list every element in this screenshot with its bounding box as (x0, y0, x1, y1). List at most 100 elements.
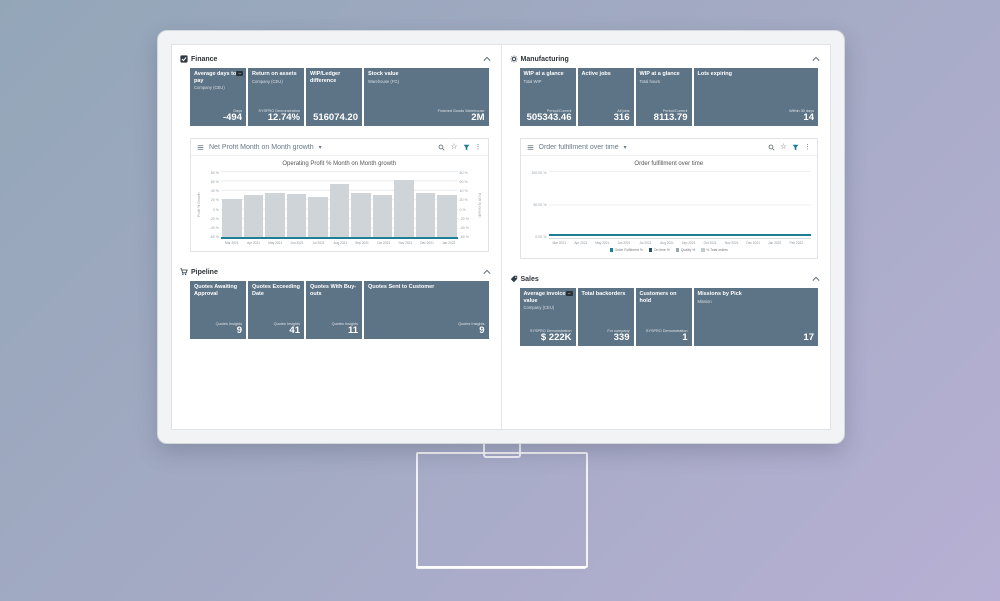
finance-tiles: Average days to pay – Company (CEU) Days… (190, 68, 489, 126)
legend-item: % Total orders (701, 248, 728, 252)
legend-item: Quality % (675, 248, 696, 252)
chart-card-title[interactable]: Net Profit Month on Month growth (209, 143, 314, 151)
y-tick-label: 50.00 % (533, 203, 547, 207)
minimize-badge[interactable]: – (236, 71, 243, 76)
kpi-tile-quotes-exceeding-date[interactable]: Quotes Exceeding Date Quotes Insights 41 (248, 281, 304, 339)
tile-title: WIP at a glance (639, 71, 680, 77)
filter-icon[interactable] (792, 144, 799, 151)
x-tick-label: Oct 2021 (377, 241, 391, 245)
manufacturing-section-header: Manufacturing (509, 53, 821, 65)
y-tick-label: -60 % (209, 234, 219, 239)
x-tick-label: Sep 2021 (681, 241, 696, 245)
manufacturing-gear-icon (509, 55, 518, 63)
order-fulfilment-series-line (548, 234, 811, 236)
tile-value: -494 (222, 111, 242, 123)
bar (415, 193, 435, 237)
y-tick-label: 60 % (459, 180, 468, 185)
bar (265, 193, 285, 237)
tile-subtitle: Mission (697, 298, 712, 304)
sales-tag-icon (510, 275, 518, 283)
kpi-tile-active-jobs[interactable]: Active jobs All jobs 316 (577, 68, 634, 126)
manufacturing-collapse-chevron-icon[interactable] (812, 56, 820, 62)
bar (394, 179, 414, 237)
chevron-down-icon[interactable]: ▾ (318, 144, 322, 151)
tile-value: 17 (803, 331, 814, 343)
kpi-tile-quotes-with-buyouts[interactable]: Quotes With Buy-outs Quotes Insights 11 (306, 281, 362, 339)
pipeline-collapse-chevron-icon[interactable] (482, 269, 491, 275)
legend-label: Order Fulfilment % (614, 248, 643, 252)
chart-card-header: Order fulfillment over time ▾ ☆ ⋮ (520, 139, 817, 156)
kpi-tile-customers-on-hold[interactable]: Customers on hold SYSPRO Demonstration 1 (635, 288, 692, 346)
kpi-tile-wip-ledger-difference[interactable]: WIP/Ledger difference 516074.20 (306, 68, 362, 126)
tile-note: SYSPRO Demonstration (529, 328, 572, 333)
kpi-tile-wip-at-a-glance-hours[interactable]: WIP at a glance Total hours Period/Curre… (635, 68, 692, 126)
kebab-menu-icon[interactable]: ⋮ (804, 143, 811, 151)
x-tick-label: Jun 2021 (617, 241, 631, 245)
x-tick-label: Jul 2021 (639, 241, 652, 245)
dashboard-screen: Finance Average days to pay – Company (C… (171, 44, 831, 430)
kpi-tile-quotes-sent-to-customer[interactable]: Quotes Sent to Customer Quotes Insights 9 (364, 281, 489, 339)
kpi-tile-return-on-assets[interactable]: Return on assets Company (CEU) SYSPRO De… (248, 68, 304, 126)
kpi-tile-average-days-to-pay[interactable]: Average days to pay – Company (CEU) Days… (190, 68, 246, 126)
net-profit-chart-card: Net Profit Month on Month growth ▾ ☆ ⋮ O… (190, 138, 489, 252)
kpi-tile-quotes-awaiting-approval[interactable]: Quotes Awaiting Approval Quotes Insights… (190, 281, 246, 339)
y-tick-label: -40 % (459, 225, 469, 230)
legend-label: Quality % (680, 248, 696, 252)
x-tick-label: Oct 2021 (703, 241, 717, 245)
hamburger-menu-icon[interactable] (527, 144, 534, 151)
kpi-tile-total-backorders[interactable]: Total backorders For company 339 (577, 288, 634, 346)
legend-item: On time % (648, 248, 670, 252)
star-icon[interactable]: ☆ (779, 142, 787, 151)
y-tick-label: 20 % (210, 198, 219, 203)
line-chart-title: Order fulfillment over time (634, 161, 704, 167)
chevron-down-icon[interactable]: ▾ (623, 144, 627, 151)
tile-value: 1 (682, 331, 688, 343)
y-tick-label: 80 % (210, 171, 219, 175)
bar-chart-plot (221, 171, 458, 239)
tile-title: Customers on hold (639, 291, 677, 304)
x-tick-label: Feb 2022 (789, 241, 804, 245)
manufacturing-tiles: WIP at a glance Total WIP Period/Current… (519, 68, 818, 126)
bar (437, 194, 457, 237)
hamburger-menu-icon[interactable] (197, 144, 204, 151)
y-tick-label: -60 % (459, 234, 469, 239)
chart-card-header: Net Profit Month on Month growth ▾ ☆ ⋮ (191, 139, 488, 156)
tile-value: 12.74% (267, 111, 300, 123)
kebab-menu-icon[interactable]: ⋮ (474, 143, 482, 151)
star-icon[interactable]: ☆ (450, 142, 458, 151)
kpi-tile-stock-value[interactable]: Stock value Warehouse (FG) Finished Good… (364, 68, 489, 126)
legend-swatch (701, 248, 705, 252)
y-tick-label: 40 % (210, 189, 219, 194)
order-fulfillment-chart-card: Order fulfillment over time ▾ ☆ ⋮ Order … (519, 138, 818, 259)
line-chart-plot (548, 171, 811, 239)
kpi-tile-missions-by-pick[interactable]: Missions by Pick Mission 17 (693, 288, 818, 346)
tile-title: WIP/Ledger difference (310, 71, 341, 84)
search-icon[interactable] (768, 144, 775, 151)
y-tick-label: 80 % (459, 171, 468, 175)
kpi-tile-lots-expiring[interactable]: Lots expiring Within 30 days 14 (693, 68, 818, 126)
tile-value: 8113.79 (653, 111, 688, 123)
tile-note: Within 30 days (789, 108, 814, 113)
tile-value: 41 (289, 324, 300, 336)
legend-label: % Total orders (706, 248, 728, 252)
minimize-badge[interactable]: – (565, 291, 573, 296)
right-pane: Manufacturing WIP at a glance Total WIP … (502, 45, 831, 429)
search-icon[interactable] (438, 144, 445, 151)
kpi-tile-wip-at-a-glance-total[interactable]: WIP at a glance Total WIP Period/Current… (519, 68, 576, 126)
finance-collapse-chevron-icon[interactable] (482, 56, 491, 62)
tile-title: Total backorders (581, 291, 626, 297)
tile-note: Period/Current (662, 108, 688, 113)
filter-icon[interactable] (463, 144, 470, 151)
x-tick-label: Apr 2021 (574, 241, 588, 245)
x-tick-label: Aug 2021 (333, 241, 348, 245)
bar-chart-xticks: Mar 2021 Apr 2021 May 2021 Jun 2021 Jul 2021… (221, 241, 460, 245)
tile-note: Quotes Insights (331, 321, 358, 326)
sales-collapse-chevron-icon[interactable] (812, 276, 820, 282)
tile-subtitle: Company (CEU) (252, 78, 283, 84)
chart-card-title[interactable]: Order fulfillment over time (538, 143, 619, 151)
legend-label: On time % (653, 248, 670, 252)
kpi-tile-average-invoice-value[interactable]: Average invoice value – Company (CEU) SY… (519, 288, 576, 346)
x-tick-label: Jan 2022 (768, 241, 782, 245)
tile-value: 2M (471, 111, 485, 123)
bar (243, 194, 263, 237)
